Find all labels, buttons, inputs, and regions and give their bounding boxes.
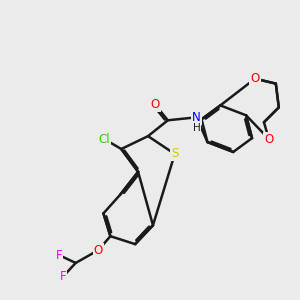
Text: F: F (56, 248, 62, 262)
Text: N: N (192, 111, 201, 124)
Text: H: H (193, 123, 200, 133)
Text: O: O (250, 72, 260, 85)
Text: F: F (59, 270, 66, 283)
Text: S: S (171, 148, 178, 160)
Text: O: O (264, 133, 274, 146)
Text: O: O (150, 98, 160, 111)
Text: Cl: Cl (99, 133, 110, 146)
Text: O: O (94, 244, 103, 256)
